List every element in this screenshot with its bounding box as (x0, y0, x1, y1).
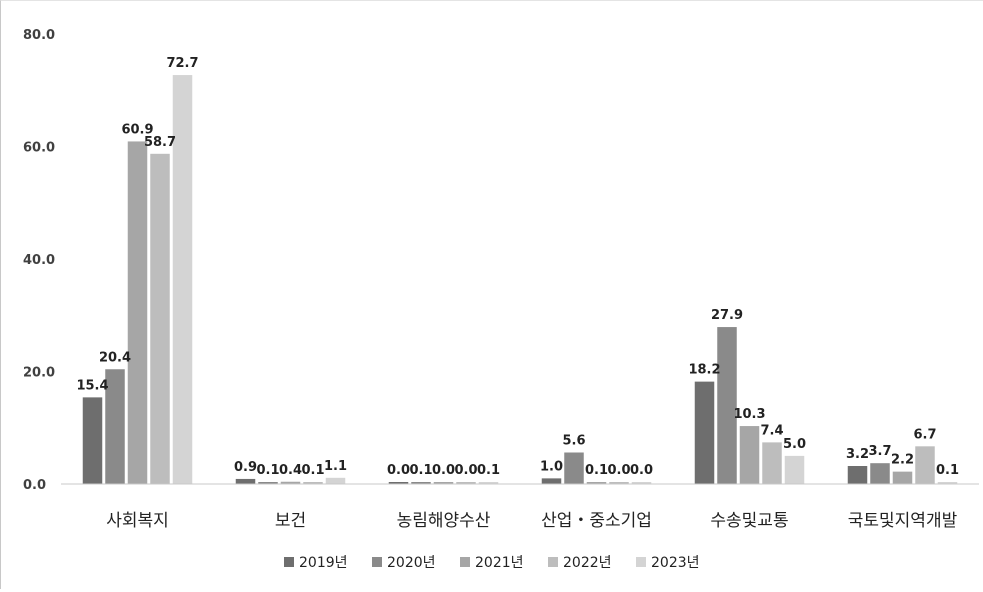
bar (258, 482, 278, 484)
category-label: 보건 (275, 511, 306, 531)
data-label: 15.4 (76, 378, 108, 393)
legend-swatch (284, 557, 294, 567)
data-label: 0.1 (936, 463, 959, 478)
bar (631, 482, 652, 484)
bar (303, 482, 323, 484)
data-label: 3.7 (868, 444, 891, 459)
bar (456, 482, 476, 484)
data-label: 0.1 (256, 463, 279, 478)
x-axis: 사회복지 보건 농림해양수산 산업・중소기업 수송및교통 국토및지역개발 (106, 511, 957, 531)
bar (280, 481, 301, 484)
data-label: 0.4 (279, 463, 302, 478)
data-label: 5.6 (562, 434, 585, 449)
legend-label: 2020년 (387, 555, 436, 571)
data-label: 7.4 (760, 423, 783, 438)
legend-swatch (460, 557, 470, 567)
bar (937, 482, 958, 484)
data-label: 60.9 (121, 122, 153, 137)
bar (694, 381, 715, 484)
data-label: 5.0 (783, 437, 806, 452)
data-label: 0.9 (234, 460, 257, 475)
category-label: 국토및지역개발 (848, 511, 958, 531)
y-axis: 0.0 20.0 40.0 60.0 80.0 (23, 28, 55, 493)
bar (784, 455, 805, 484)
y-tick-label: 60.0 (23, 141, 55, 156)
data-label: 3.2 (846, 447, 869, 462)
data-label: 0.0 (387, 463, 410, 478)
data-label: 2.2 (891, 453, 914, 468)
data-label: 0.1 (409, 463, 432, 478)
category-label: 수송및교통 (710, 511, 788, 531)
bar (235, 478, 256, 484)
bar (915, 446, 935, 484)
bar (717, 327, 737, 484)
bar (609, 482, 629, 484)
y-tick-label: 20.0 (23, 366, 55, 381)
data-label: 18.2 (688, 363, 720, 378)
y-tick-label: 0.0 (23, 478, 46, 493)
bar (739, 426, 760, 484)
data-label: 6.7 (913, 427, 936, 442)
legend-label: 2022년 (563, 555, 612, 571)
legend-swatch (548, 557, 558, 567)
data-label: 0.0 (454, 463, 477, 478)
bar (586, 482, 607, 484)
data-label: 1.0 (540, 459, 563, 474)
data-label: 0.0 (630, 463, 653, 478)
legend-swatch (372, 557, 382, 567)
bar (82, 397, 103, 484)
data-label: 1.1 (324, 459, 347, 474)
bar (847, 466, 868, 484)
bar (105, 369, 125, 484)
category-label: 농림해양수산 (397, 511, 491, 531)
legend-swatch (636, 557, 646, 567)
y-tick-label: 80.0 (23, 28, 55, 43)
bar (478, 482, 499, 484)
legend: 2019년 2020년 2021년 2022년 2023년 (284, 555, 700, 571)
data-label: 20.4 (99, 350, 131, 365)
data-labels: 15.420.460.958.772.70.9 0.1 0.4 0.1 1.1 0.0 0.… (76, 56, 959, 478)
bar (762, 442, 782, 484)
bar (388, 482, 409, 484)
bar (564, 452, 584, 484)
bar (411, 482, 431, 484)
data-label: 0.0 (432, 463, 455, 478)
data-label: 0.0 (607, 463, 630, 478)
legend-label: 2023년 (651, 555, 700, 571)
bar (870, 463, 890, 484)
data-label: 0.1 (477, 463, 500, 478)
bar (150, 153, 170, 484)
data-label: 72.7 (166, 56, 198, 71)
bar (541, 478, 562, 484)
bar (127, 141, 148, 484)
bars (82, 75, 958, 484)
category-label: 사회복지 (106, 511, 169, 531)
data-label: 58.7 (144, 135, 176, 150)
bar (172, 75, 193, 484)
category-label: 산업・중소기업 (541, 511, 652, 531)
bar (433, 482, 454, 484)
bar (892, 471, 913, 484)
legend-label: 2019년 (299, 555, 348, 571)
data-label: 27.9 (711, 308, 743, 323)
data-label: 10.3 (733, 407, 765, 422)
y-tick-label: 40.0 (23, 253, 55, 268)
bar (325, 477, 346, 484)
legend-label: 2021년 (475, 555, 524, 571)
data-label: 0.1 (301, 463, 324, 478)
data-label: 0.1 (585, 463, 608, 478)
